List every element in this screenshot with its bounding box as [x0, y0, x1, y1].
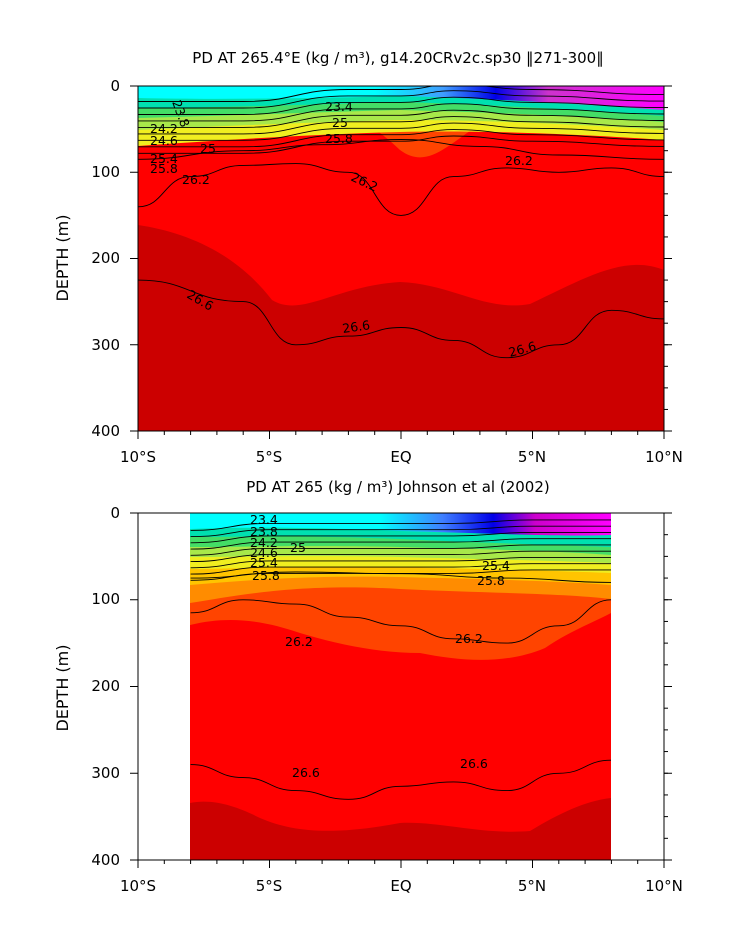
top-x-tick-0: 10°S	[120, 448, 156, 466]
top-contour-label-25-4: 25.4	[150, 151, 178, 166]
top-contour-label-23-4: 23.4	[325, 99, 353, 114]
bottom-fill-surface	[190, 513, 611, 536]
top-contour-label-25: 25	[200, 141, 216, 156]
bottom-y-tick-2: 200	[91, 677, 120, 695]
bottom-contour-label-25-8: 25.8	[252, 568, 280, 583]
bottom-upper-contour	[190, 519, 611, 531]
top-contour-label-26-6-mid: 26.6	[341, 317, 371, 336]
bottom-ticks	[130, 512, 672, 868]
bottom-contour-label-25-4-north: 25.4	[482, 558, 510, 573]
bottom-contour-label-24-6: 24.6	[250, 545, 278, 560]
top-isopycnal-26-6	[138, 279, 664, 359]
bottom-upper-contour	[190, 544, 611, 556]
top-upper-contour	[138, 129, 664, 148]
top-y-tick-0: 0	[110, 77, 120, 95]
bottom-contour-label-23-4: 23.4	[250, 512, 278, 527]
top-chart-title: PD AT 265.4°E (kg / m³), g14.20CRv2c.sp3…	[192, 49, 603, 67]
top-band-25	[138, 70, 664, 86]
bottom-x-tick-0: 10°S	[120, 877, 156, 895]
top-contour-label-26-2: 26.2	[182, 172, 210, 187]
bottom-y-tick-3: 300	[91, 764, 120, 782]
top-upper-contour	[138, 96, 664, 115]
bottom-isopycnal-26-6	[190, 759, 611, 800]
bottom-contour-label-26-2-south: 26.2	[285, 634, 313, 649]
bottom-contours	[190, 519, 611, 800]
top-x-tick-4: 10°N	[645, 448, 683, 466]
top-y-tick-1: 100	[91, 163, 120, 181]
top-contour-label-25-8-mid: 25.8	[325, 131, 353, 146]
top-contour-label-24-6: 24.6	[150, 133, 178, 148]
bottom-layers	[190, 513, 611, 860]
top-contours	[138, 86, 664, 359]
bottom-upper-contour	[190, 563, 611, 575]
bottom-contour-label-26-6-north: 26.6	[460, 756, 488, 771]
top-x-tick-1: 5°S	[256, 448, 283, 466]
top-upper-contour	[138, 86, 664, 102]
top-upper-cyan	[138, 86, 664, 110]
bottom-upper-contour	[190, 550, 611, 563]
top-isopycnal-26-2	[138, 163, 664, 216]
bottom-contour-label-24-2: 24.2	[250, 535, 278, 550]
bottom-contour-label-26-2-north: 26.2	[455, 631, 483, 646]
bottom-contour-label-23-8: 23.8	[250, 524, 278, 539]
top-ticks	[130, 85, 672, 439]
bottom-upper-contour	[190, 556, 611, 569]
top-y-tick-2: 200	[91, 249, 120, 267]
bottom-contour-label-25: 25	[290, 540, 306, 555]
top-y-axis-label: DEPTH (m)	[53, 214, 72, 301]
top-isopycnal-25-8	[138, 139, 664, 160]
bottom-upper-contour	[190, 525, 611, 538]
bottom-y-tick-4: 400	[91, 851, 120, 869]
bottom-contour-label-26-6-south: 26.6	[292, 765, 320, 780]
top-y-tick-3: 300	[91, 336, 120, 354]
top-contour-label-24-2: 24.2	[150, 121, 178, 136]
top-x-tick-3: 5°N	[518, 448, 546, 466]
panel-top: PD AT 265.4°E (kg / m³), g14.20CRv2c.sp3…	[53, 49, 683, 466]
top-upper-contour	[138, 116, 664, 135]
bottom-y-axis-label: DEPTH (m)	[53, 644, 72, 731]
top-contour-label-25-mid: 25	[332, 115, 348, 130]
bottom-contour-labels: 23.4 23.8 24.2 24.6 25 25.4 25.8 25.4 25…	[250, 512, 510, 780]
bottom-x-tick-4: 10°N	[645, 877, 683, 895]
bottom-x-tick-1: 5°S	[256, 877, 283, 895]
bottom-upper-contour	[190, 538, 611, 550]
top-contour-label-26-2-north: 26.2	[505, 153, 533, 168]
top-x-tick-2: EQ	[390, 448, 411, 466]
bottom-x-tick-2: EQ	[390, 877, 411, 895]
bottom-upper-contour	[190, 569, 611, 581]
bottom-contour-label-25-4: 25.4	[250, 555, 278, 570]
bottom-y-tick-1: 100	[91, 590, 120, 608]
bottom-upper-contour	[190, 531, 611, 544]
panel-bottom: PD AT 265 (kg / m³) Johnson et al (2002)…	[53, 478, 683, 895]
top-contour-label-26-6-north: 26.6	[507, 338, 538, 360]
top-upper-contour	[138, 109, 664, 128]
bottom-contour-label-25-8-north: 25.8	[477, 573, 505, 588]
bottom-isopycnal-26-2	[190, 599, 611, 644]
top-upper-contour	[138, 90, 664, 109]
top-fill-yellow-green	[138, 72, 664, 86]
bottom-chart-title: PD AT 265 (kg / m³) Johnson et al (2002)	[246, 478, 549, 496]
top-upper-contour	[138, 103, 664, 122]
top-upper-contour	[138, 135, 664, 154]
top-upper-contour	[138, 122, 664, 141]
top-y-tick-4: 400	[91, 422, 120, 440]
bottom-y-tick-0: 0	[110, 504, 120, 522]
bottom-x-tick-3: 5°N	[518, 877, 546, 895]
top-contour-label-25-8: 25.8	[150, 161, 178, 176]
